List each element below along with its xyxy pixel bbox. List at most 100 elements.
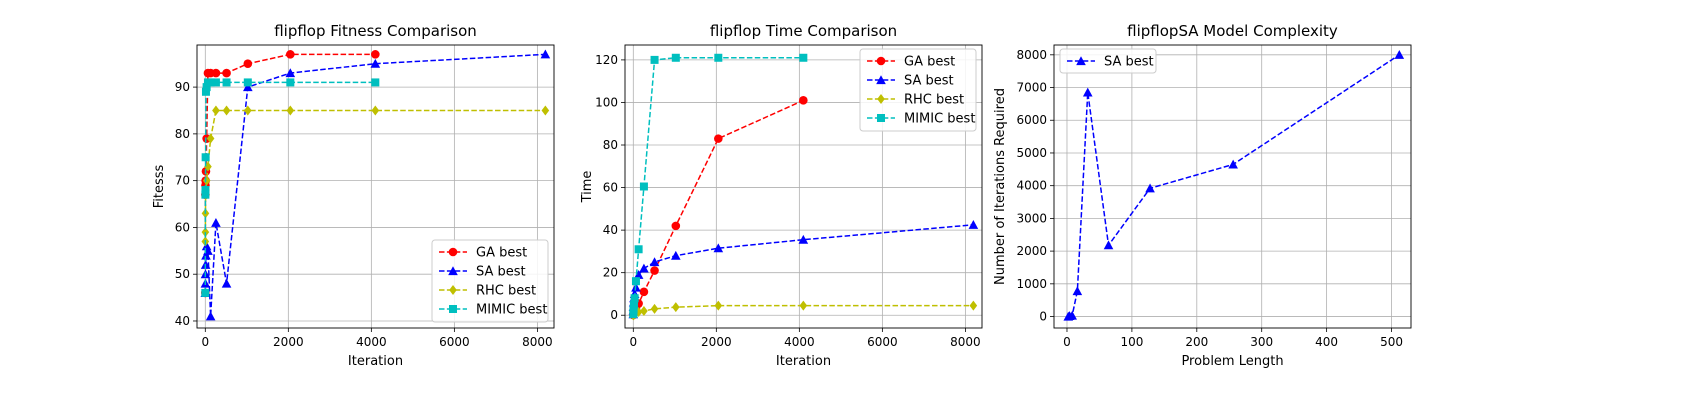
data-point-sa-best: [713, 243, 724, 253]
legend-marker-rhc-best: [449, 285, 457, 295]
data-point-rhc-best: [244, 105, 252, 116]
data-point-ga-best: [286, 50, 295, 59]
data-point-rhc-best: [212, 105, 220, 116]
data-point-sa-best: [968, 220, 979, 229]
legend: GA best SA best RHC best MIMIC best: [431, 239, 549, 323]
data-point-mimic-best: [650, 55, 659, 64]
data-point-sa-best: [1082, 87, 1093, 97]
data-point-ga-best: [243, 59, 253, 69]
y-tick-label: 40: [603, 223, 618, 237]
y-tick-label: 90: [175, 80, 190, 94]
axes-frame: [196, 44, 555, 329]
data-point-sa-best: [671, 250, 681, 260]
data-point-mimic-best: [202, 83, 211, 92]
data-point-sa-best: [1103, 240, 1114, 250]
legend-label-sa-best: SA best: [1104, 55, 1154, 70]
x-tick-label: 0: [1063, 335, 1071, 349]
chart-title: flipflopSA Model Complexity: [1127, 22, 1338, 40]
data-point-rhc-best: [204, 161, 212, 172]
data-point-sa-best: [201, 241, 212, 251]
data-point-sa-best: [798, 234, 809, 244]
data-point-mimic-best: [371, 78, 380, 87]
y-axis-label: Time: [580, 171, 595, 204]
chart-title: flipflop Time Comparison: [710, 22, 897, 40]
data-point-ga-best: [211, 68, 221, 78]
legend-marker-sa-best: [448, 266, 458, 276]
y-axis-label: Fitesss: [152, 164, 167, 208]
legend-label-sa-best: SA best: [476, 265, 526, 280]
data-point-rhc-best: [714, 300, 723, 311]
data-point-mimic-best: [201, 190, 210, 199]
data-point-mimic-best: [211, 78, 220, 87]
data-point-sa-best: [639, 263, 649, 273]
data-point-ga-best: [714, 134, 723, 143]
series-line-rhc-best: [204, 109, 546, 242]
data-point-mimic-best: [629, 304, 638, 313]
data-point-rhc-best: [541, 105, 550, 116]
y-tick-label: 3000: [1016, 211, 1047, 225]
legend-label-mimic-best: MIMIC best: [904, 112, 975, 127]
data-point-mimic-best: [639, 182, 648, 191]
legend: SA best: [1059, 48, 1157, 74]
legend-label-mimic-best: MIMIC best: [476, 303, 547, 318]
data-point-ga-best: [371, 50, 380, 59]
data-point-sa-best: [540, 49, 551, 59]
plot-area: [200, 49, 551, 321]
y-tick-label: 60: [175, 220, 190, 234]
y-tick-label: 8000: [1016, 48, 1047, 62]
data-point-mimic-best: [201, 186, 210, 195]
data-point-ga-best: [799, 96, 808, 105]
data-point-sa-best: [1072, 286, 1083, 296]
data-point-sa-best: [205, 311, 216, 321]
y-tick-label: 80: [175, 127, 190, 141]
legend-label-ga-best: GA best: [476, 246, 527, 261]
data-point-mimic-best: [201, 87, 210, 96]
legend-label-sa-best: SA best: [904, 74, 954, 89]
series-mimic-best: [201, 78, 380, 297]
model-complexity-panel: flipflopSA Model Complexity Problem Leng…: [993, 22, 1412, 369]
data-point-sa-best: [285, 68, 296, 78]
y-tick-label: 7000: [1016, 81, 1047, 95]
time-comparison-panel: flipflop Time Comparison Iteration Time …: [580, 22, 983, 369]
legend-box: [431, 239, 549, 323]
x-tick-label: 400: [1315, 335, 1338, 349]
y-axis-label: Number of Iterations Required: [993, 88, 1008, 285]
legend-box: [1059, 48, 1157, 74]
chart-title: flipflop Fitness Comparison: [274, 22, 477, 40]
legend-marker-mimic-best: [449, 305, 457, 313]
y-tick-label: 5000: [1016, 146, 1047, 160]
data-point-sa-best: [201, 250, 211, 260]
x-tick-label: 4000: [356, 335, 387, 349]
x-tick-label: 4000: [784, 335, 815, 349]
data-point-rhc-best: [672, 302, 680, 313]
y-tick-label: 60: [603, 181, 618, 195]
y-tick-label: 120: [595, 53, 618, 67]
data-point-mimic-best: [243, 78, 252, 87]
data-point-ga-best: [671, 221, 681, 231]
data-point-mimic-best: [630, 294, 639, 303]
data-point-sa-best: [1394, 50, 1405, 59]
data-point-sa-best: [1067, 310, 1077, 320]
y-tick-label: 100: [595, 95, 618, 109]
data-point-rhc-best: [222, 105, 231, 116]
data-point-rhc-best: [202, 175, 211, 186]
grid: [197, 45, 554, 328]
data-point-ga-best: [222, 68, 231, 78]
fitness-comparison-panel: flipflop Fitness Comparison Iteration Fi…: [152, 22, 555, 369]
legend-marker-ga-best: [876, 56, 886, 66]
data-point-sa-best: [1145, 183, 1155, 193]
data-point-rhc-best: [640, 305, 648, 316]
x-tick-label: 6000: [867, 335, 898, 349]
plot-area: [628, 53, 979, 321]
data-point-rhc-best: [206, 133, 215, 144]
x-tick-label: 200: [1185, 335, 1208, 349]
data-point-rhc-best: [286, 105, 295, 116]
x-axis-label: Iteration: [776, 354, 831, 369]
y-tick-label: 40: [175, 314, 190, 328]
data-point-rhc-best: [650, 303, 659, 314]
legend: GA best SA best RHC best MIMIC best: [859, 48, 977, 132]
data-point-sa-best: [633, 270, 644, 279]
y-tick-label: 0: [610, 308, 618, 322]
data-point-sa-best: [243, 82, 253, 92]
